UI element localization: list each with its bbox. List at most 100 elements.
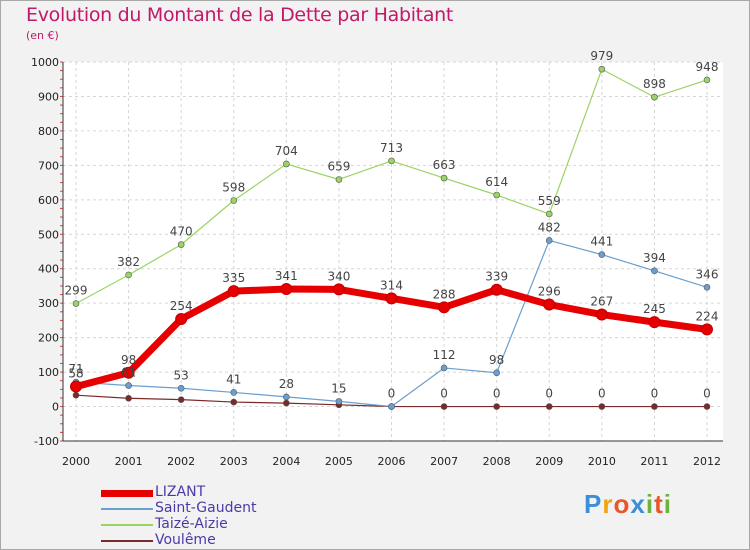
data-label-taize-aizie: 979 [590, 49, 613, 63]
data-label-saint-gaudent: 346 [696, 267, 719, 281]
data-point-lizant [543, 298, 556, 311]
data-point-saint-gaudent [440, 364, 448, 372]
data-point-taize-aizie [493, 191, 500, 199]
data-point-vouleme [177, 396, 185, 403]
legend-swatch [101, 540, 153, 542]
data-labels: 0 0 0 0 0 0 71 61 53 41 28 15 0 112 98 482 441 394 346 299 3… [65, 49, 719, 400]
data-point-lizant [438, 301, 451, 314]
data-point-saint-gaudent [703, 284, 711, 291]
legend-swatch [101, 508, 153, 510]
proxiti-logo: Proxiti [584, 489, 672, 520]
legend-label: LIZANT [155, 484, 206, 500]
data-point-vouleme [125, 394, 132, 402]
data-point-lizant [648, 316, 661, 329]
logo-letter: o [613, 489, 631, 519]
data-point-saint-gaudent [125, 382, 132, 389]
data-label-lizant: 335 [222, 271, 245, 285]
data-point-saint-gaudent [651, 267, 658, 275]
data-point-taize-aizie [283, 160, 290, 168]
y-tick-label: 200 [38, 332, 59, 345]
data-point-lizant [175, 313, 188, 326]
legend-label: Saint-Gaudent [155, 500, 257, 516]
x-tick-label: 2004 [272, 455, 300, 468]
axes: -100010020030040050060070080090010002000… [31, 56, 723, 468]
data-label-saint-gaudent: 71 [68, 362, 83, 376]
data-label-saint-gaudent: 98 [489, 353, 504, 367]
data-label-saint-gaudent: 61 [121, 366, 136, 380]
data-point-lizant [227, 285, 240, 298]
data-point-vouleme [440, 403, 448, 410]
logo-letter: P [584, 489, 603, 519]
data-label-taize-aizie: 559 [538, 194, 561, 208]
y-tick-label: 100 [38, 366, 59, 379]
data-point-taize-aizie [545, 210, 553, 218]
x-tick-label: 2006 [378, 455, 406, 468]
data-point-saint-gaudent [545, 237, 553, 244]
logo-letter: r [602, 489, 614, 519]
data-label-lizant: 340 [327, 269, 350, 283]
data-point-lizant [490, 283, 503, 296]
data-point-vouleme [72, 391, 80, 399]
y-tick-label: 400 [38, 263, 59, 276]
data-point-taize-aizie [177, 241, 185, 248]
data-label-taize-aizie: 470 [170, 225, 193, 239]
data-label-taize-aizie: 299 [65, 284, 88, 298]
data-label-taize-aizie: 598 [222, 181, 245, 195]
x-tick-label: 2001 [115, 455, 143, 468]
data-label-saint-gaudent: 53 [174, 368, 189, 382]
data-point-taize-aizie [598, 65, 606, 73]
data-point-lizant [122, 366, 135, 379]
data-point-saint-gaudent [177, 384, 185, 392]
data-label-vouleme: 0 [598, 387, 606, 401]
data-point-vouleme [651, 403, 658, 410]
data-label-saint-gaudent: 482 [538, 220, 561, 234]
data-label-taize-aizie: 704 [275, 144, 298, 158]
data-label-lizant: 58 [68, 367, 83, 381]
data-point-vouleme [493, 403, 500, 410]
x-tick-label: 2011 [640, 455, 668, 468]
data-point-lizant [332, 283, 345, 296]
x-tick-label: 2005 [325, 455, 353, 468]
data-point-vouleme [283, 399, 290, 407]
gridlines [63, 61, 723, 442]
data-label-taize-aizie: 713 [380, 141, 403, 155]
chart-unit-label: (en €) [26, 29, 59, 42]
data-point-taize-aizie [651, 93, 658, 101]
data-label-lizant: 339 [485, 270, 508, 284]
data-point-taize-aizie [72, 300, 80, 307]
x-tick-label: 2003 [220, 455, 248, 468]
x-tick-label: 2009 [535, 455, 563, 468]
data-label-saint-gaudent: 41 [226, 372, 241, 386]
y-tick-label: 700 [38, 159, 59, 172]
data-label-vouleme: 0 [493, 387, 501, 401]
legend-label: Voulême [155, 532, 216, 548]
data-label-taize-aizie: 898 [643, 77, 666, 91]
logo-letter: x [630, 489, 646, 519]
data-label-saint-gaudent: 15 [331, 381, 346, 395]
data-label-lizant: 314 [380, 278, 403, 292]
plot-area [63, 62, 723, 441]
chart-title: Evolution du Montant de la Dette par Hab… [26, 4, 454, 26]
data-point-taize-aizie [703, 76, 711, 84]
data-point-vouleme [230, 398, 238, 406]
data-label-lizant: 267 [590, 295, 613, 309]
data-point-saint-gaudent [388, 403, 395, 410]
data-label-taize-aizie: 614 [485, 175, 508, 189]
data-label-vouleme: 0 [545, 387, 553, 401]
series-lines [70, 65, 713, 410]
legend-swatch [101, 490, 153, 497]
data-label-taize-aizie: 663 [433, 158, 456, 172]
data-label-saint-gaudent: 112 [433, 348, 456, 362]
data-point-taize-aizie [230, 197, 238, 204]
x-tick-label: 2002 [167, 455, 195, 468]
data-label-lizant: 288 [433, 287, 456, 301]
data-point-lizant [385, 292, 398, 305]
data-label-taize-aizie: 659 [327, 159, 350, 173]
data-label-lizant: 296 [538, 285, 561, 299]
data-point-taize-aizie [440, 174, 448, 182]
data-point-saint-gaudent [335, 398, 343, 405]
y-tick-label: 1000 [31, 56, 59, 69]
data-point-saint-gaudent [493, 369, 500, 377]
